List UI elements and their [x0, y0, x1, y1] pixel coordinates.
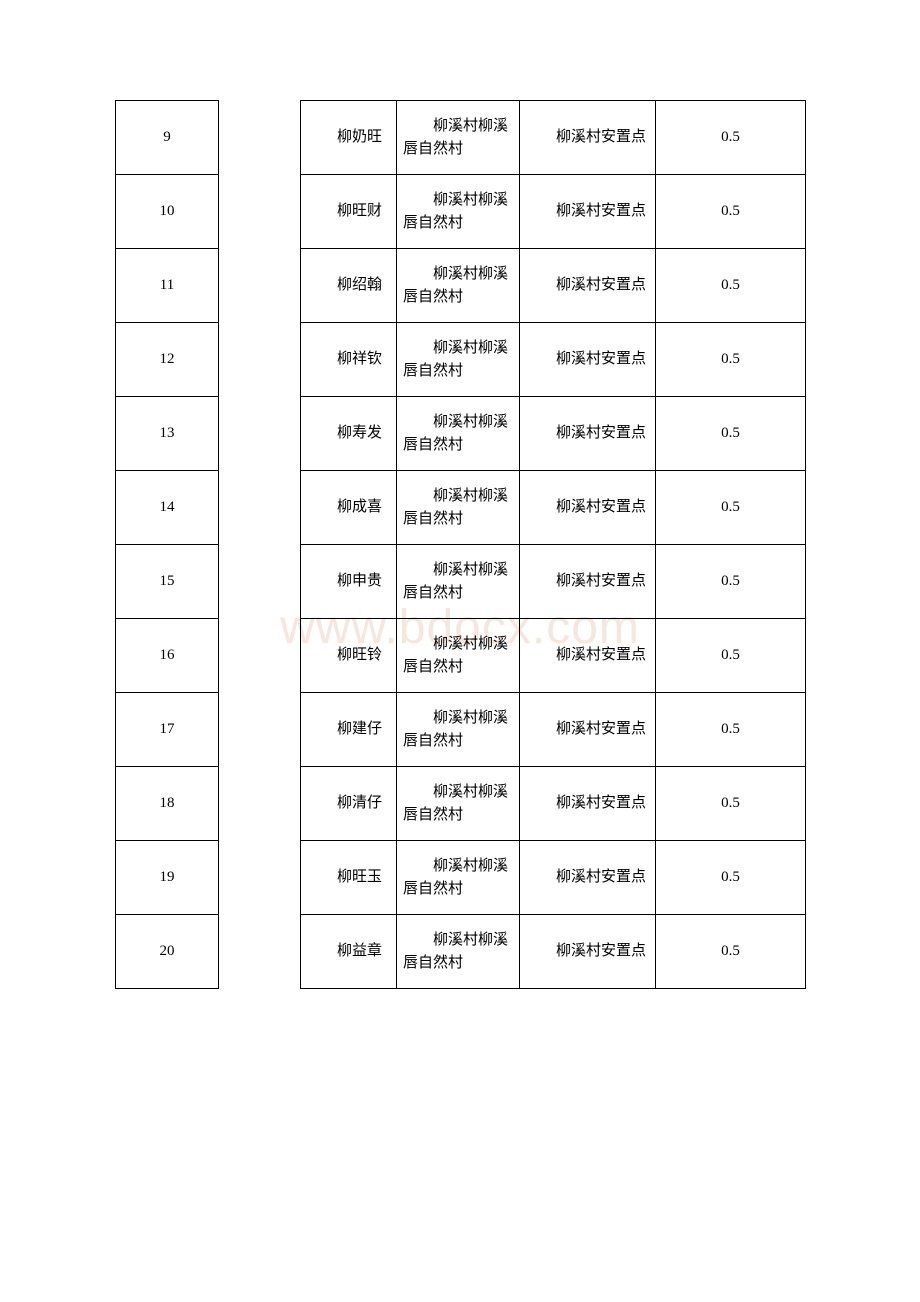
cell-value: 0.5: [656, 175, 806, 249]
cell-name: 柳祥钦: [301, 323, 397, 397]
cell-origin: 柳溪村柳溪唇自然村: [397, 767, 520, 841]
cell-value: 0.5: [656, 693, 806, 767]
cell-index: 20: [116, 915, 219, 989]
table-row: 9 柳奶旺 柳溪村柳溪唇自然村 柳溪村安置点 0.5: [116, 101, 806, 175]
cell-origin: 柳溪村柳溪唇自然村: [397, 471, 520, 545]
cell-name: 柳旺铃: [301, 619, 397, 693]
cell-index: 18: [116, 767, 219, 841]
cell-origin: 柳溪村柳溪唇自然村: [397, 693, 520, 767]
cell-origin: 柳溪村柳溪唇自然村: [397, 249, 520, 323]
table-container: 9 柳奶旺 柳溪村柳溪唇自然村 柳溪村安置点 0.5 10 柳旺财 柳溪村柳溪唇…: [115, 100, 805, 989]
cell-destination: 柳溪村安置点: [520, 323, 656, 397]
cell-name: 柳建仔: [301, 693, 397, 767]
cell-origin: 柳溪村柳溪唇自然村: [397, 545, 520, 619]
cell-destination: 柳溪村安置点: [520, 767, 656, 841]
cell-name: 柳奶旺: [301, 101, 397, 175]
cell-value: 0.5: [656, 767, 806, 841]
cell-origin: 柳溪村柳溪唇自然村: [397, 619, 520, 693]
cell-name: 柳成喜: [301, 471, 397, 545]
cell-value: 0.5: [656, 323, 806, 397]
cell-value: 0.5: [656, 101, 806, 175]
cell-destination: 柳溪村安置点: [520, 545, 656, 619]
cell-value: 0.5: [656, 397, 806, 471]
cell-name: 柳寿发: [301, 397, 397, 471]
table-body: 9 柳奶旺 柳溪村柳溪唇自然村 柳溪村安置点 0.5 10 柳旺财 柳溪村柳溪唇…: [116, 101, 806, 989]
cell-destination: 柳溪村安置点: [520, 693, 656, 767]
cell-index: 11: [116, 249, 219, 323]
cell-destination: 柳溪村安置点: [520, 619, 656, 693]
cell-index: 9: [116, 101, 219, 175]
cell-destination: 柳溪村安置点: [520, 397, 656, 471]
cell-value: 0.5: [656, 471, 806, 545]
cell-value: 0.5: [656, 249, 806, 323]
cell-blank-merged: [219, 101, 301, 989]
cell-destination: 柳溪村安置点: [520, 175, 656, 249]
cell-index: 15: [116, 545, 219, 619]
cell-name: 柳旺财: [301, 175, 397, 249]
cell-name: 柳申贵: [301, 545, 397, 619]
cell-destination: 柳溪村安置点: [520, 249, 656, 323]
cell-value: 0.5: [656, 545, 806, 619]
cell-value: 0.5: [656, 915, 806, 989]
cell-origin: 柳溪村柳溪唇自然村: [397, 323, 520, 397]
cell-destination: 柳溪村安置点: [520, 101, 656, 175]
cell-index: 16: [116, 619, 219, 693]
cell-index: 19: [116, 841, 219, 915]
cell-index: 14: [116, 471, 219, 545]
cell-index: 13: [116, 397, 219, 471]
cell-index: 17: [116, 693, 219, 767]
cell-name: 柳清仔: [301, 767, 397, 841]
cell-origin: 柳溪村柳溪唇自然村: [397, 101, 520, 175]
cell-value: 0.5: [656, 841, 806, 915]
cell-origin: 柳溪村柳溪唇自然村: [397, 841, 520, 915]
cell-value: 0.5: [656, 619, 806, 693]
cell-destination: 柳溪村安置点: [520, 471, 656, 545]
data-table: 9 柳奶旺 柳溪村柳溪唇自然村 柳溪村安置点 0.5 10 柳旺财 柳溪村柳溪唇…: [115, 100, 806, 989]
cell-origin: 柳溪村柳溪唇自然村: [397, 915, 520, 989]
cell-name: 柳益章: [301, 915, 397, 989]
cell-origin: 柳溪村柳溪唇自然村: [397, 397, 520, 471]
cell-destination: 柳溪村安置点: [520, 841, 656, 915]
cell-name: 柳绍翰: [301, 249, 397, 323]
cell-index: 10: [116, 175, 219, 249]
cell-origin: 柳溪村柳溪唇自然村: [397, 175, 520, 249]
cell-destination: 柳溪村安置点: [520, 915, 656, 989]
cell-name: 柳旺玉: [301, 841, 397, 915]
cell-index: 12: [116, 323, 219, 397]
